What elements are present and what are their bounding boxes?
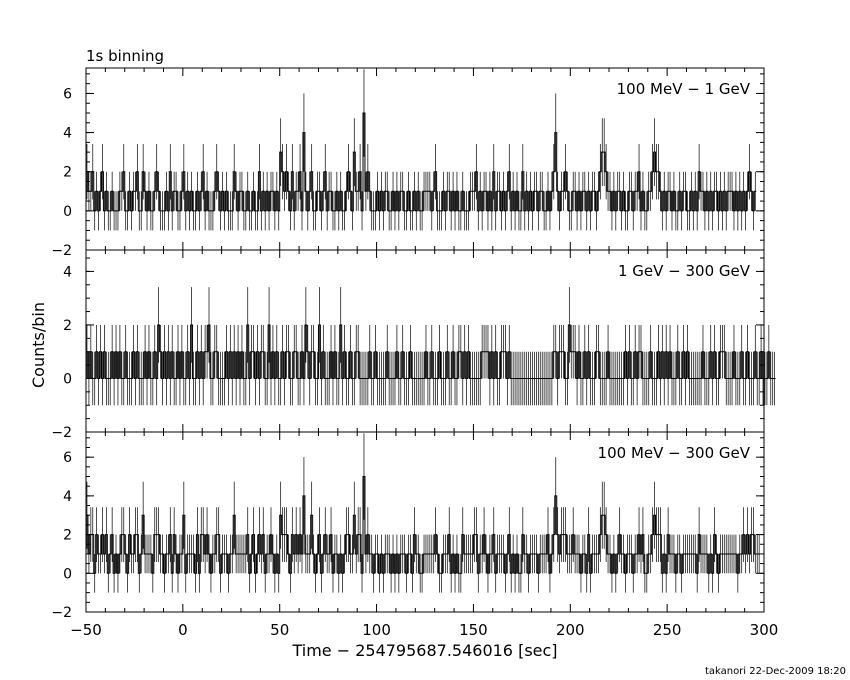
y-tick-label: 6 bbox=[63, 450, 72, 466]
x-tick-label: 150 bbox=[459, 621, 488, 639]
y-tick-label: 0 bbox=[63, 566, 72, 582]
footer-stamp: takanori 22-Dec-2009 18:20 bbox=[705, 666, 846, 677]
error-bars bbox=[86, 287, 776, 406]
y-axis-label: Counts/bin bbox=[29, 302, 48, 388]
panel-1: −2 0 2 4 6 100 MeV − 1 GeV bbox=[51, 67, 765, 259]
y-tick-label: 6 bbox=[63, 86, 72, 102]
panel-2: −2 0 2 4 1 GeV − 300 GeV bbox=[51, 249, 776, 441]
panel-band-label: 1 GeV − 300 GeV bbox=[618, 262, 751, 280]
y-tick-label: 0 bbox=[63, 204, 72, 220]
y-tick-label: −2 bbox=[51, 425, 72, 441]
x-tick-label: 300 bbox=[750, 621, 779, 639]
x-tick-label: 250 bbox=[653, 621, 682, 639]
counts-step-line bbox=[86, 476, 761, 574]
panel-3: −2 0 2 4 6 100 MeV − 300 GeV bbox=[51, 431, 765, 621]
x-tick-label: 100 bbox=[362, 621, 391, 639]
y-tick-label: −2 bbox=[51, 243, 72, 259]
y-tick-label: 4 bbox=[63, 489, 72, 505]
counts-step-line bbox=[86, 112, 757, 212]
x-tick-label: 50 bbox=[270, 621, 289, 639]
x-tick-label: 200 bbox=[556, 621, 585, 639]
panels: −2 0 2 4 6 100 MeV − 1 GeV −2 0 2 4 1 GeV − 300 Ge… bbox=[51, 67, 779, 639]
y-tick-label: 0 bbox=[63, 371, 72, 387]
y-tick-label: 4 bbox=[63, 126, 72, 142]
y-tick-label: −2 bbox=[51, 605, 72, 621]
y-tick-label: 4 bbox=[63, 264, 72, 280]
y-tick-label: 2 bbox=[63, 165, 72, 181]
y-tick-label: 2 bbox=[63, 528, 72, 544]
y-tick-label: 2 bbox=[63, 318, 72, 334]
x-axis-label: Time − 254795687.546016 [sec] bbox=[291, 641, 557, 660]
panel-band-label: 100 MeV − 300 GeV bbox=[598, 444, 751, 462]
panel-frame bbox=[85, 431, 765, 613]
panel-band-label: 100 MeV − 1 GeV bbox=[617, 80, 751, 98]
x-tick-label: 0 bbox=[178, 621, 188, 639]
error-bars bbox=[86, 69, 756, 231]
x-tick-label: −50 bbox=[70, 621, 102, 639]
error-bars bbox=[86, 433, 760, 593]
binning-label: 1s binning bbox=[86, 47, 164, 65]
